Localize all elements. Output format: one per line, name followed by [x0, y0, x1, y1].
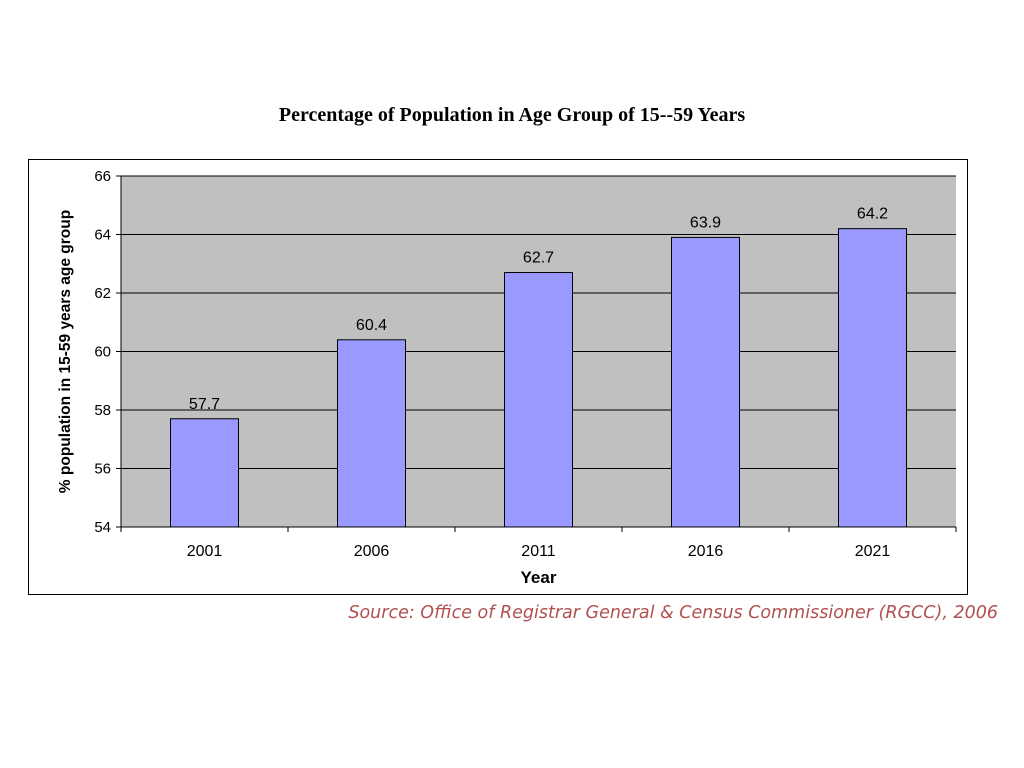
chart-frame: 54 56 58 60 62 64 66 57.7 2001 60.4 2006 62.7 2011 63… — [28, 159, 968, 595]
y-tick-label: 54 — [94, 519, 111, 536]
y-tick-label: 60 — [94, 344, 111, 361]
data-label: 57.7 — [189, 396, 220, 413]
source-note: Source: Office of Registrar General & Ce… — [348, 603, 998, 623]
bar — [170, 418, 239, 528]
x-tick-label: 2011 — [521, 543, 556, 560]
bar — [838, 228, 907, 528]
y-tick-label: 64 — [94, 227, 111, 244]
x-tick-label: 2006 — [354, 543, 390, 560]
data-label: 64.2 — [857, 206, 888, 223]
x-axis-title: Year — [521, 568, 557, 587]
data-label: 60.4 — [356, 317, 387, 334]
chart-title: Percentage of Population in Age Group of… — [278, 104, 746, 126]
bar — [504, 272, 573, 528]
data-label: 63.9 — [690, 214, 721, 231]
x-tick-label: 2001 — [187, 543, 223, 560]
y-tick-label: 66 — [94, 168, 111, 185]
y-tick-label: 62 — [94, 285, 111, 302]
bar — [671, 236, 740, 528]
x-tick-label: 2021 — [855, 543, 891, 560]
x-tick-label: 2016 — [688, 543, 724, 560]
y-tick-label: 56 — [94, 461, 111, 478]
bar — [337, 339, 406, 528]
y-axis-title: % population in 15-59 years age group — [57, 210, 74, 493]
y-tick-label: 58 — [94, 402, 111, 419]
data-label: 62.7 — [523, 250, 554, 267]
bar-chart: 54 56 58 60 62 64 66 57.7 2001 60.4 2006 62.7 2011 63… — [57, 168, 957, 587]
